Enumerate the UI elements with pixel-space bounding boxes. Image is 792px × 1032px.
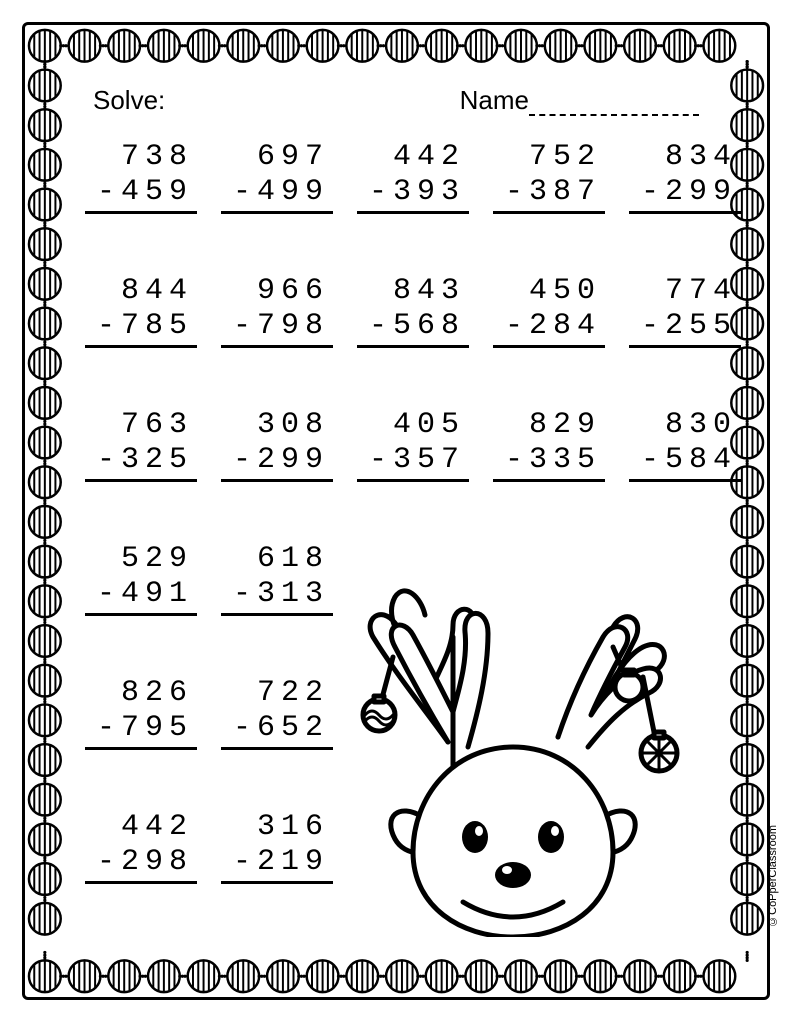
subtraction-problem: 826-795 bbox=[85, 676, 197, 750]
subtraction-problem: 529-491 bbox=[85, 542, 197, 616]
subtrahend: -798 bbox=[221, 309, 333, 349]
worksheet-page: Solve: Name 738-459697-499442-393752-387… bbox=[22, 22, 770, 1000]
reindeer-illustration bbox=[303, 507, 703, 937]
minuend: 966 bbox=[221, 274, 333, 309]
minuend: 697 bbox=[221, 140, 333, 175]
subtraction-problem: 697-499 bbox=[221, 140, 333, 214]
subtraction-problem: 450-284 bbox=[493, 274, 605, 348]
subtrahend: -335 bbox=[493, 443, 605, 483]
minuend: 834 bbox=[629, 140, 741, 175]
subtraction-problem: 843-568 bbox=[357, 274, 469, 348]
subtraction-problem: 966-798 bbox=[221, 274, 333, 348]
subtraction-problem: 442-393 bbox=[357, 140, 469, 214]
subtrahend: -568 bbox=[357, 309, 469, 349]
name-label: Name bbox=[460, 85, 529, 115]
minuend: 308 bbox=[221, 408, 333, 443]
reindeer-svg bbox=[303, 507, 703, 937]
subtrahend: -298 bbox=[85, 845, 197, 885]
subtraction-problem: 829-335 bbox=[493, 408, 605, 482]
minuend: 738 bbox=[85, 140, 197, 175]
subtraction-problem: 752-387 bbox=[493, 140, 605, 214]
subtraction-problem: 738-459 bbox=[85, 140, 197, 214]
subtrahend: -785 bbox=[85, 309, 197, 349]
subtrahend: -795 bbox=[85, 711, 197, 751]
minuend: 826 bbox=[85, 676, 197, 711]
subtraction-problem: 830-584 bbox=[629, 408, 741, 482]
subtrahend: -255 bbox=[629, 309, 741, 349]
instruction-label: Solve: bbox=[93, 85, 165, 116]
subtraction-problem: 442-298 bbox=[85, 810, 197, 884]
minuend: 405 bbox=[357, 408, 469, 443]
subtrahend: -284 bbox=[493, 309, 605, 349]
subtrahend: -325 bbox=[85, 443, 197, 483]
subtrahend: -357 bbox=[357, 443, 469, 483]
subtrahend: -491 bbox=[85, 577, 197, 617]
minuend: 844 bbox=[85, 274, 197, 309]
minuend: 829 bbox=[493, 408, 605, 443]
minuend: 450 bbox=[493, 274, 605, 309]
minuend: 830 bbox=[629, 408, 741, 443]
subtrahend: -584 bbox=[629, 443, 741, 483]
subtraction-problem: 844-785 bbox=[85, 274, 197, 348]
minuend: 442 bbox=[85, 810, 197, 845]
subtraction-problem: 774-255 bbox=[629, 274, 741, 348]
subtraction-problem: 308-299 bbox=[221, 408, 333, 482]
minuend: 774 bbox=[629, 274, 741, 309]
subtrahend: -393 bbox=[357, 175, 469, 215]
minuend: 529 bbox=[85, 542, 197, 577]
subtraction-problem: 405-357 bbox=[357, 408, 469, 482]
minuend: 442 bbox=[357, 140, 469, 175]
content-area: Solve: Name 738-459697-499442-393752-387… bbox=[85, 85, 707, 937]
copyright-credit: ©CoPperClassroom bbox=[767, 825, 779, 927]
subtrahend: -387 bbox=[493, 175, 605, 215]
subtraction-problem: 763-325 bbox=[85, 408, 197, 482]
subtrahend: -459 bbox=[85, 175, 197, 215]
minuend: 752 bbox=[493, 140, 605, 175]
subtrahend: -499 bbox=[221, 175, 333, 215]
name-field: Name bbox=[460, 85, 699, 116]
worksheet-header: Solve: Name bbox=[85, 85, 707, 116]
subtrahend: -299 bbox=[629, 175, 741, 215]
minuend: 763 bbox=[85, 408, 197, 443]
subtraction-problem: 834-299 bbox=[629, 140, 741, 214]
name-blank-line[interactable] bbox=[529, 92, 699, 116]
subtrahend: -299 bbox=[221, 443, 333, 483]
minuend: 843 bbox=[357, 274, 469, 309]
